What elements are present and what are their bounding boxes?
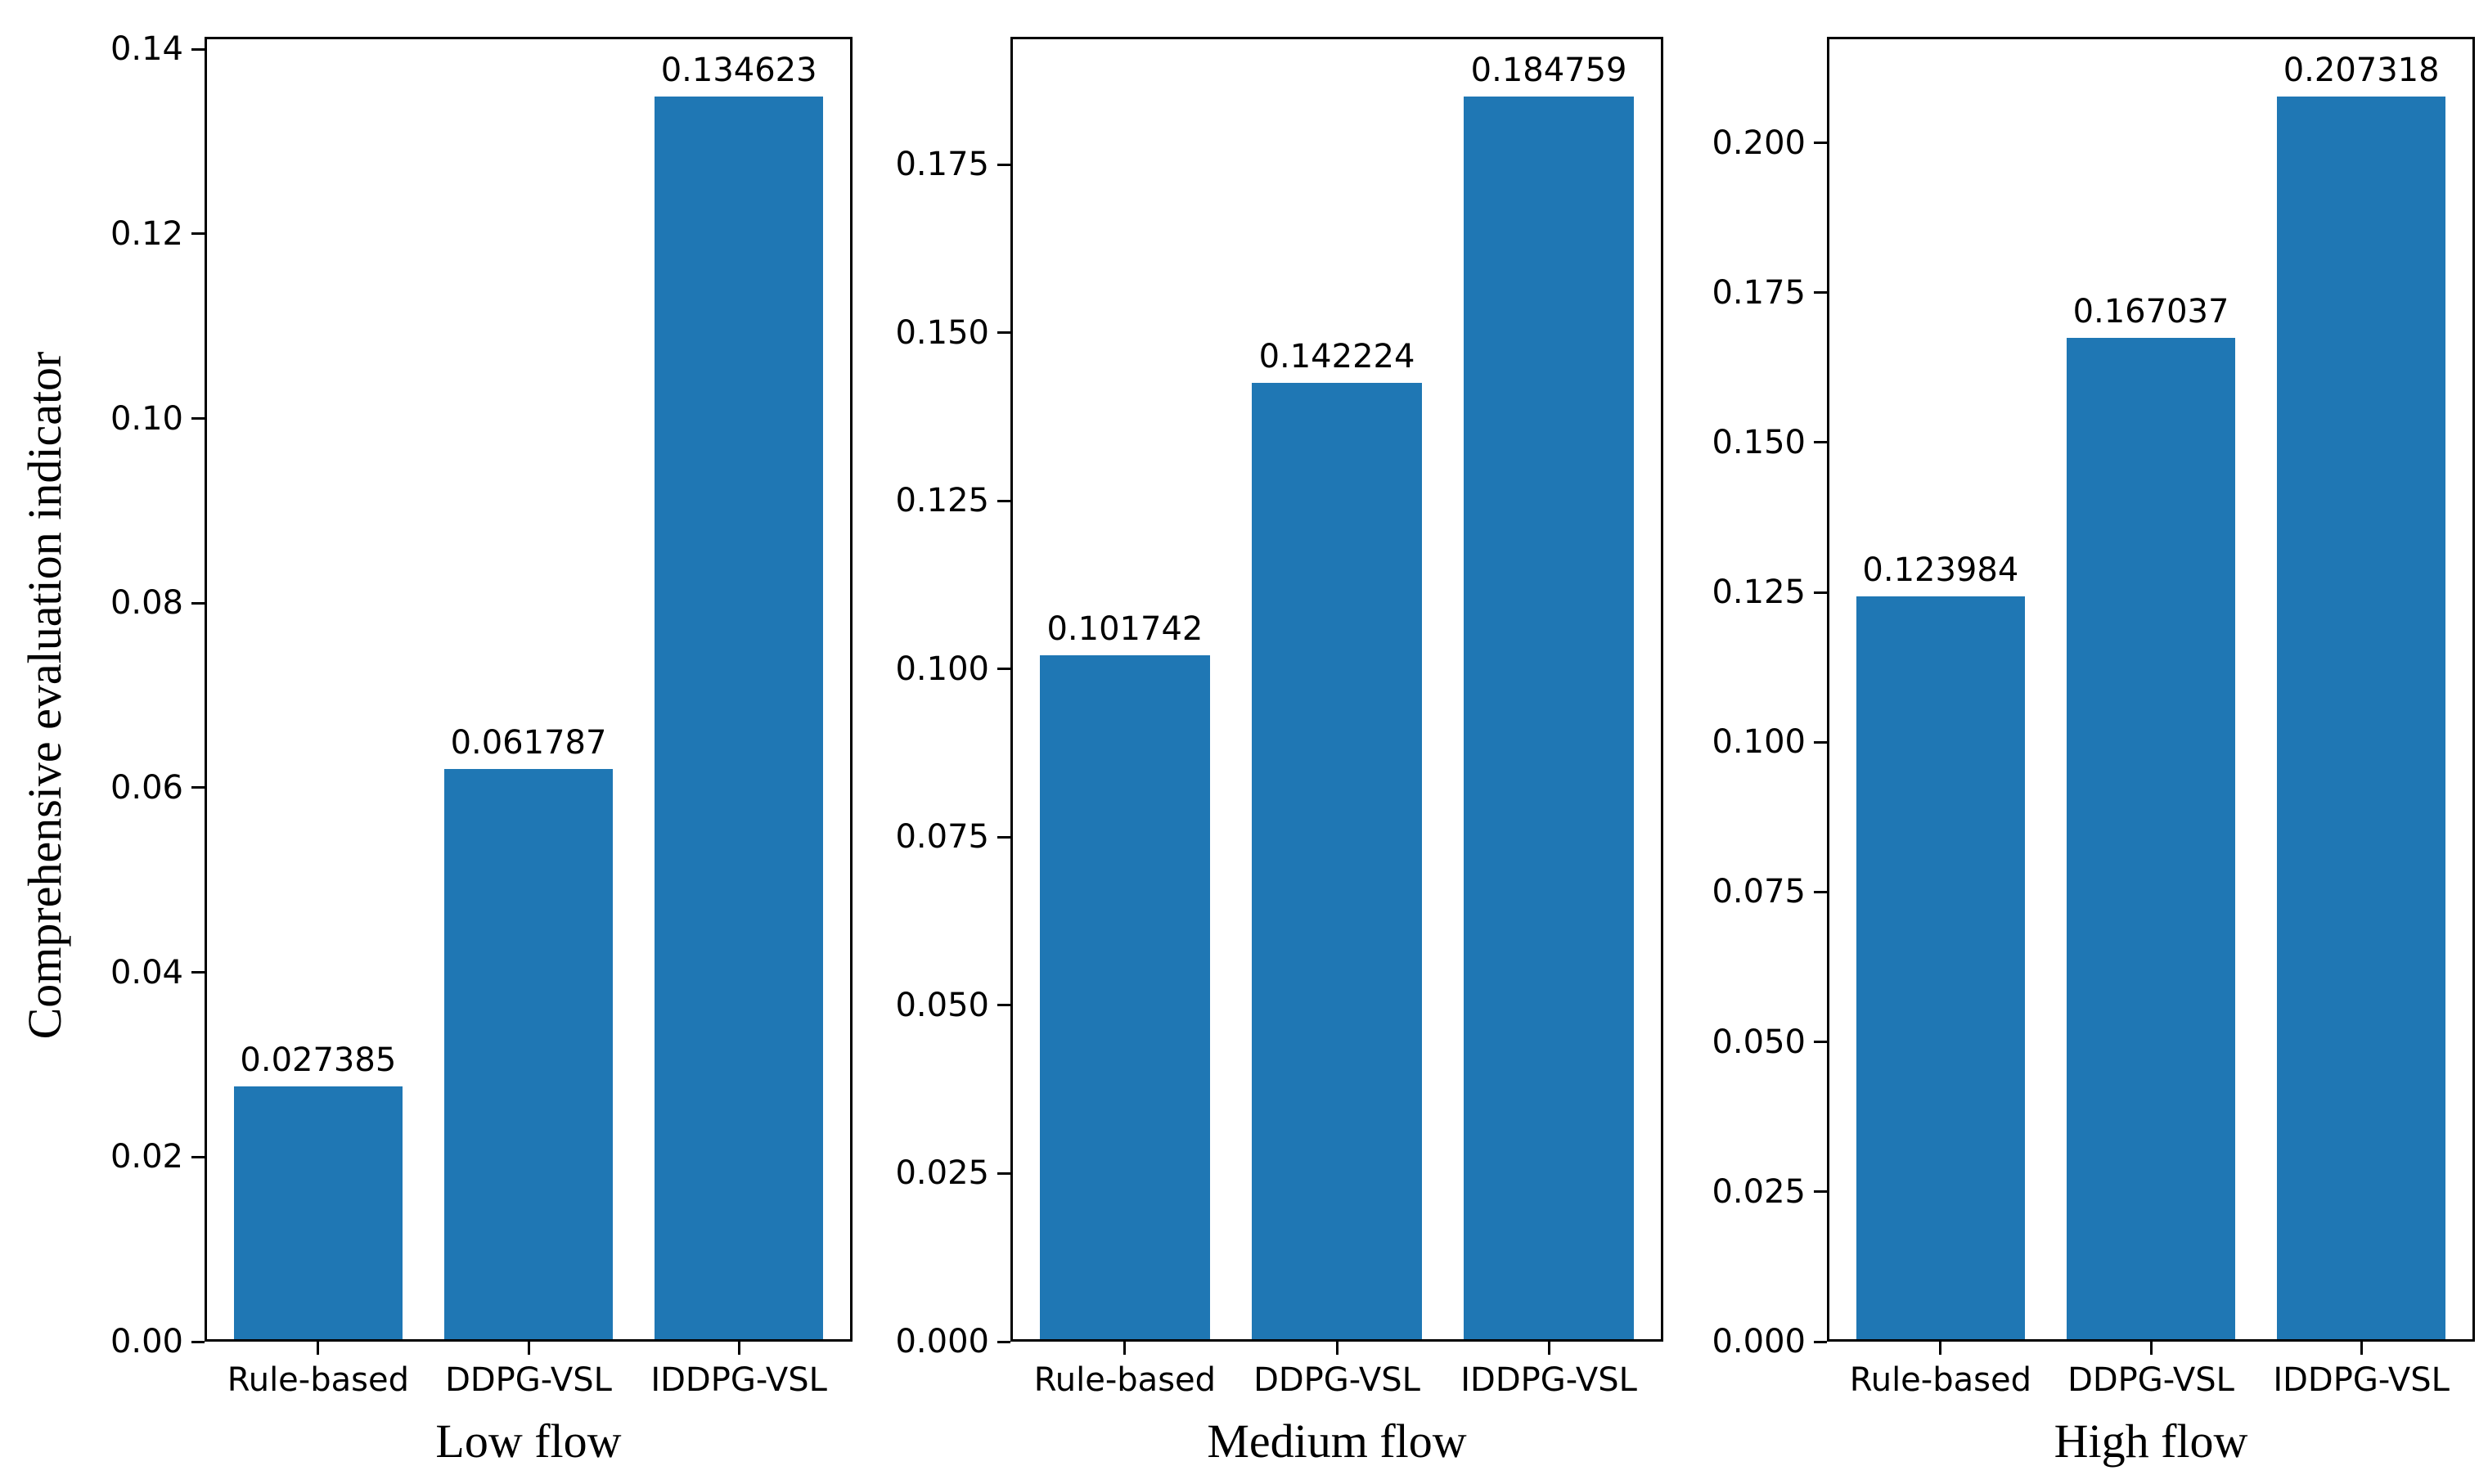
y-tick-label: 0.150 xyxy=(1712,423,1806,461)
y-tick-label: 0.175 xyxy=(895,146,989,184)
y-tick-label: 0.06 xyxy=(110,768,183,807)
y-tick-label: 0.150 xyxy=(895,313,989,352)
y-tick xyxy=(191,971,205,974)
y-tick xyxy=(997,163,1010,166)
x-tick-label: Rule-based xyxy=(1033,1361,1217,1399)
y-tick-label: 0.200 xyxy=(1712,124,1806,162)
x-tick xyxy=(317,1342,320,1355)
y-tick xyxy=(191,232,205,236)
bar-value-label: 0.207318 xyxy=(2283,51,2440,89)
y-tick xyxy=(997,1004,1010,1007)
y-tick-label: 0.025 xyxy=(1712,1172,1806,1211)
x-tick xyxy=(1335,1342,1338,1355)
y-tick-label: 0.025 xyxy=(895,1154,989,1193)
bar-value-label: 0.101742 xyxy=(1046,609,1204,648)
y-tick xyxy=(997,331,1010,335)
y-tick xyxy=(191,1340,205,1343)
y-tick xyxy=(191,417,205,420)
bar-medium-flow-ddpg-vsl xyxy=(1252,382,1422,1339)
y-tick xyxy=(1814,1340,1827,1343)
y-tick-label: 0.075 xyxy=(1712,873,1806,911)
bar-value-label: 0.134623 xyxy=(660,51,817,89)
axes-panel-medium-flow xyxy=(1010,37,1663,1342)
x-tick-label: Rule-based xyxy=(1849,1361,2031,1399)
y-tick-label: 0.02 xyxy=(110,1138,183,1176)
axes-panel-low-flow xyxy=(205,37,853,1342)
x-axis-title-medium-flow: Medium flow xyxy=(1207,1414,1467,1468)
y-axis-label: Comprehensive evaluation indicator xyxy=(18,351,71,1040)
bar-high-flow-ddpg-vsl xyxy=(2067,338,2235,1339)
y-tick xyxy=(191,1155,205,1158)
x-tick xyxy=(1547,1342,1550,1355)
bar-value-label: 0.167037 xyxy=(2072,293,2229,331)
x-tick-label: IDDPG-VSL xyxy=(1460,1361,1637,1399)
y-tick xyxy=(1814,1190,1827,1194)
y-tick-label: 0.08 xyxy=(110,584,183,623)
x-tick xyxy=(737,1342,740,1355)
x-tick xyxy=(1939,1342,1942,1355)
y-tick xyxy=(1814,142,1827,145)
y-tick xyxy=(1814,1041,1827,1044)
y-tick xyxy=(997,1171,1010,1175)
y-tick-label: 0.10 xyxy=(110,399,183,438)
bar-medium-flow-rule-based xyxy=(1040,654,1210,1339)
x-axis-title-high-flow: High flow xyxy=(2054,1414,2248,1468)
y-tick xyxy=(1814,291,1827,295)
y-tick-label: 0.00 xyxy=(110,1323,183,1360)
y-tick-label: 0.050 xyxy=(1712,1023,1806,1061)
bar-value-label: 0.123984 xyxy=(1862,551,2019,589)
y-tick xyxy=(997,1340,1010,1343)
y-tick-label: 0.000 xyxy=(1712,1323,1806,1360)
bar-value-label: 0.027385 xyxy=(240,1041,397,1079)
bar-medium-flow-iddpg-vsl xyxy=(1464,96,1634,1339)
y-tick-label: 0.050 xyxy=(895,986,989,1024)
y-tick-label: 0.14 xyxy=(110,30,183,69)
y-tick xyxy=(997,668,1010,671)
y-tick xyxy=(1814,740,1827,744)
bar-value-label: 0.142224 xyxy=(1258,337,1415,375)
bar-value-label: 0.184759 xyxy=(1470,51,1627,89)
y-tick xyxy=(1814,591,1827,594)
y-tick-label: 0.04 xyxy=(110,953,183,992)
x-tick-label: Rule-based xyxy=(227,1361,409,1399)
y-tick xyxy=(191,601,205,605)
y-tick xyxy=(191,47,205,51)
bar-high-flow-iddpg-vsl xyxy=(2277,96,2445,1339)
bar-high-flow-rule-based xyxy=(1856,596,2025,1339)
y-tick xyxy=(1814,890,1827,893)
bar-low-flow-ddpg-vsl xyxy=(444,768,613,1339)
x-tick xyxy=(527,1342,530,1355)
axes-panel-high-flow xyxy=(1827,37,2475,1342)
x-tick-label: IDDPG-VSL xyxy=(2273,1361,2450,1399)
bar-value-label: 0.061787 xyxy=(450,723,607,762)
y-tick-label: 0.100 xyxy=(1712,723,1806,762)
x-tick xyxy=(1123,1342,1127,1355)
y-tick-label: 0.175 xyxy=(1712,273,1806,312)
bar-low-flow-rule-based xyxy=(234,1086,403,1339)
y-tick-label: 0.125 xyxy=(1712,573,1806,612)
bar-low-flow-iddpg-vsl xyxy=(655,96,823,1339)
x-tick-label: IDDPG-VSL xyxy=(650,1361,827,1399)
y-tick xyxy=(997,835,1010,839)
x-tick xyxy=(2360,1342,2363,1355)
y-tick xyxy=(191,786,205,789)
x-tick-label: DDPG-VSL xyxy=(2067,1361,2234,1399)
y-tick-label: 0.100 xyxy=(895,650,989,688)
x-tick xyxy=(2149,1342,2153,1355)
y-tick-label: 0.12 xyxy=(110,214,183,253)
x-tick-label: DDPG-VSL xyxy=(445,1361,612,1399)
y-tick-label: 0.125 xyxy=(895,482,989,520)
x-tick-label: DDPG-VSL xyxy=(1253,1361,1420,1399)
y-tick-label: 0.075 xyxy=(895,818,989,857)
y-tick xyxy=(997,499,1010,502)
x-axis-title-low-flow: Low flow xyxy=(435,1414,622,1468)
y-tick xyxy=(1814,441,1827,444)
y-tick-label: 0.000 xyxy=(895,1323,989,1360)
